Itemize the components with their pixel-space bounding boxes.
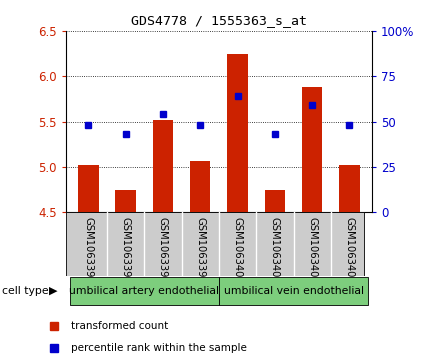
Text: umbilical vein endothelial: umbilical vein endothelial bbox=[224, 286, 363, 296]
Text: GSM1063398: GSM1063398 bbox=[158, 217, 168, 284]
Text: GSM1063405: GSM1063405 bbox=[232, 217, 243, 284]
Text: GSM1063407: GSM1063407 bbox=[307, 217, 317, 284]
Bar bbox=[115, 189, 136, 212]
Bar bbox=[153, 120, 173, 212]
Text: GSM1063397: GSM1063397 bbox=[121, 217, 130, 284]
Text: cell type: cell type bbox=[2, 286, 49, 296]
Bar bbox=[219, 277, 368, 305]
Bar bbox=[78, 165, 99, 212]
Bar bbox=[339, 165, 360, 212]
Text: ▶: ▶ bbox=[49, 286, 57, 296]
Bar bbox=[227, 53, 248, 212]
Text: GSM1063396: GSM1063396 bbox=[83, 217, 93, 284]
Bar bbox=[70, 277, 219, 305]
Text: percentile rank within the sample: percentile rank within the sample bbox=[71, 343, 246, 353]
Bar bbox=[302, 87, 323, 212]
Bar bbox=[265, 189, 285, 212]
Text: GSM1063399: GSM1063399 bbox=[195, 217, 205, 284]
Text: GSM1063406: GSM1063406 bbox=[270, 217, 280, 284]
Text: transformed count: transformed count bbox=[71, 321, 168, 331]
Bar bbox=[190, 160, 210, 212]
Title: GDS4778 / 1555363_s_at: GDS4778 / 1555363_s_at bbox=[131, 14, 307, 27]
Text: GSM1063408: GSM1063408 bbox=[345, 217, 354, 284]
Text: umbilical artery endothelial: umbilical artery endothelial bbox=[69, 286, 219, 296]
